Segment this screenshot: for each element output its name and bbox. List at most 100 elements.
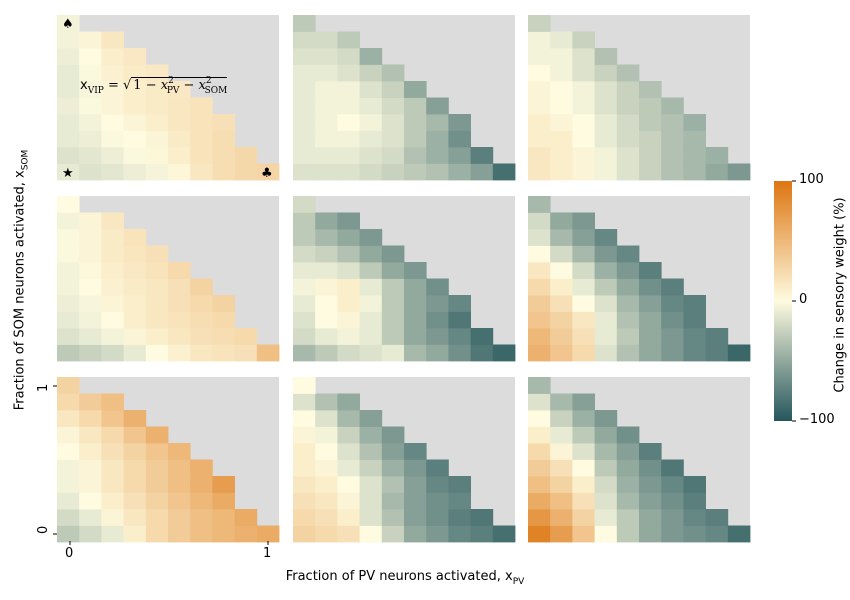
heatmap-cell — [404, 295, 427, 312]
heatmap-cell — [337, 410, 360, 427]
heatmap-cell — [101, 245, 124, 263]
heatmap-cell — [168, 163, 191, 181]
heatmap-cell — [337, 97, 360, 115]
heatmap-cell — [550, 426, 573, 444]
heatmap-cell — [168, 476, 191, 493]
heatmap-cell — [168, 147, 191, 164]
heatmap-cell — [359, 328, 383, 345]
heatmap-cell — [315, 476, 338, 493]
heatmap-cell — [683, 163, 706, 181]
heatmap-cell — [145, 64, 169, 82]
heatmap-cell — [79, 212, 102, 230]
heatmap-cell — [359, 114, 383, 131]
heatmap-cell — [145, 295, 169, 312]
heatmap-cell — [234, 525, 258, 543]
heatmap-cell — [57, 377, 80, 394]
heatmap-cell — [293, 212, 316, 230]
heatmap-cell — [550, 64, 573, 82]
heatmap-cell — [448, 476, 471, 493]
heatmap-cell — [79, 344, 102, 362]
heatmap-cell — [359, 509, 383, 526]
heatmap-cell — [404, 344, 427, 362]
heatmap-cell — [337, 328, 360, 345]
heatmap-cell — [639, 130, 662, 148]
heatmap-cell — [57, 262, 80, 279]
heatmap-cell — [639, 328, 662, 345]
heatmap-cell — [616, 245, 640, 263]
heatmap-cell — [293, 229, 316, 246]
heatmap-cell — [572, 492, 595, 510]
heatmap-cell — [705, 525, 729, 543]
heatmap-cell — [616, 295, 640, 312]
heatmap-cell — [381, 328, 405, 345]
heatmap-cell — [212, 311, 235, 329]
colorbar-label: Change in sensory weight (%) — [832, 197, 848, 393]
heatmap-cell — [381, 262, 405, 279]
heatmap-cell — [550, 147, 573, 164]
heatmap-cell — [337, 130, 360, 148]
heatmap-cell — [123, 426, 147, 444]
heatmap-cell — [315, 295, 338, 312]
heatmap-cell — [57, 278, 80, 296]
heatmap-cell — [426, 114, 449, 131]
heatmap-cell — [528, 163, 551, 181]
heatmap-cell — [616, 278, 640, 296]
heatmap-cell — [190, 476, 213, 493]
heatmap-cell — [79, 525, 102, 543]
vip-formula-annotation: xVIP = √ 1 − x2PV − x2SOM — [80, 76, 228, 96]
heatmap-cell — [572, 81, 595, 98]
heatmap-cell — [639, 97, 662, 115]
heatmap-cell — [315, 410, 338, 427]
heatmap-cell — [315, 81, 338, 98]
heatmap-cell — [123, 525, 147, 543]
heatmap-cell — [661, 344, 684, 362]
heatmap-cell — [550, 344, 573, 362]
heatmap-cell — [470, 509, 494, 526]
heatmap-cell — [705, 163, 729, 181]
heatmap-cell — [550, 212, 573, 230]
heatmap-cell — [293, 426, 316, 444]
heatmap-cell — [470, 525, 494, 543]
heatmap-cell — [616, 492, 640, 510]
heatmap-cell — [234, 328, 258, 345]
heatmap-cell — [145, 163, 169, 181]
heatmap-cell — [448, 344, 471, 362]
heatmap-cell — [426, 492, 449, 510]
heatmap-cell — [426, 295, 449, 312]
heatmap-cell — [190, 459, 213, 477]
heatmap-cell — [57, 311, 80, 329]
heatmap-cell — [572, 459, 595, 477]
heatmap-cell — [528, 410, 551, 427]
heatmap-cell — [293, 130, 316, 148]
heatmap-cell — [57, 443, 80, 460]
heatmap-cell — [337, 245, 360, 263]
heatmap-cell — [315, 97, 338, 115]
heatmap-cell — [448, 525, 471, 543]
heatmap-cell — [337, 229, 360, 246]
heatmap-cell — [616, 459, 640, 477]
heatmap-cell — [101, 278, 124, 296]
heatmap-cell — [639, 81, 662, 98]
heatmap-cell — [528, 492, 551, 510]
heatmap-cell — [616, 97, 640, 115]
heatmap-cell — [639, 311, 662, 329]
heatmap-cell — [57, 245, 80, 263]
heatmap-cell — [572, 311, 595, 329]
heatmap-cell — [426, 163, 449, 181]
heatmap-cell — [101, 311, 124, 329]
heatmap-cell — [57, 212, 80, 230]
heatmap-cell — [79, 245, 102, 263]
heatmap-cell — [234, 509, 258, 526]
heatmap-cell — [57, 81, 80, 98]
heatmap-cell — [528, 114, 551, 131]
heatmap-cell — [616, 262, 640, 279]
heatmap-cell — [683, 525, 706, 543]
heatmap-cell — [550, 492, 573, 510]
heatmap-cell — [381, 245, 405, 263]
spade-marker: ♠ — [62, 17, 74, 32]
heatmap-cell — [190, 328, 213, 345]
heatmap-cell — [145, 328, 169, 345]
heatmap-cell — [123, 229, 147, 246]
heatmap-cell — [426, 525, 449, 543]
heatmap-cell — [337, 262, 360, 279]
